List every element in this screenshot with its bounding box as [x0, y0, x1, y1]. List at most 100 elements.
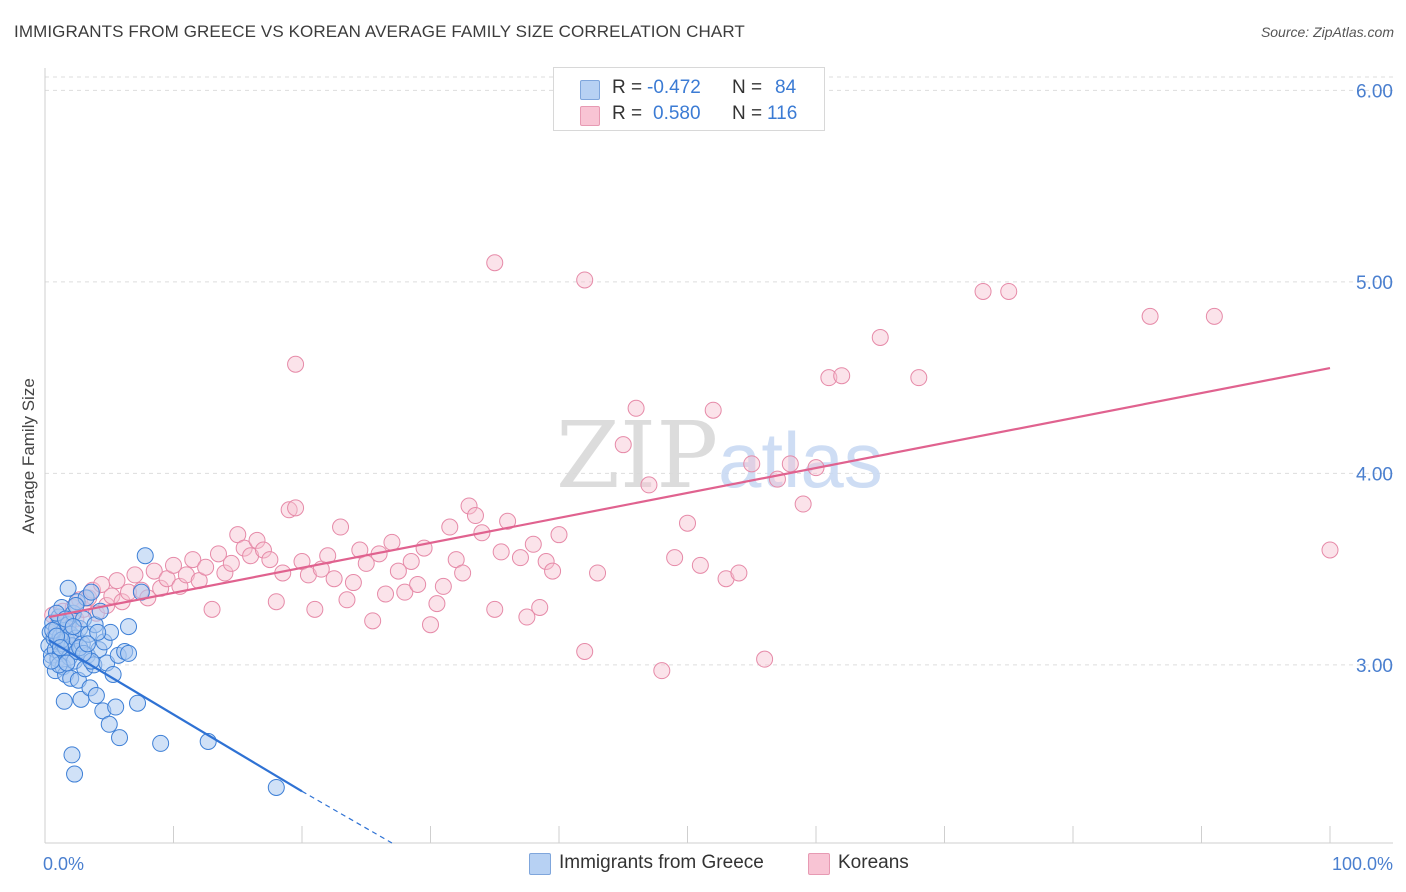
x-tick-label: 0.0% — [43, 854, 84, 874]
axes — [44, 68, 1393, 844]
korean-point — [254, 541, 272, 559]
korean-point — [383, 533, 401, 551]
korean-point — [434, 577, 452, 595]
korean-point — [833, 367, 851, 385]
korean-point — [910, 369, 928, 387]
greece-point — [87, 687, 105, 705]
greece-point — [100, 715, 118, 733]
korean-point — [460, 497, 478, 515]
korean-point — [794, 495, 812, 513]
greece-point — [64, 618, 82, 636]
legend-n-value: 116 — [767, 103, 798, 124]
korean-point — [338, 591, 356, 609]
korean-point — [396, 583, 414, 601]
korean-point — [184, 551, 202, 569]
korean-point — [248, 531, 266, 549]
greece-points — [40, 547, 285, 796]
korean-point — [1000, 282, 1018, 300]
korean-point — [466, 507, 484, 525]
legend-n-value: 84 — [775, 77, 797, 98]
korean-point — [377, 585, 395, 603]
legend-label-koreans: Koreans — [838, 852, 909, 873]
x-tick-label: 100.0% — [1332, 854, 1393, 874]
korean-point — [486, 600, 504, 618]
korean-point — [544, 562, 562, 580]
korean-point — [145, 562, 163, 580]
korean-point — [691, 556, 709, 574]
korean-point — [730, 564, 748, 582]
korean-point — [441, 518, 459, 536]
korean-point — [576, 271, 594, 289]
greece-point — [42, 652, 60, 670]
korean-point — [428, 595, 446, 613]
y-axis-label: Average Family Size — [19, 378, 38, 534]
greece-point — [59, 579, 77, 597]
korean-point — [486, 254, 504, 272]
korean-point — [364, 612, 382, 630]
greece-point — [129, 694, 147, 712]
korean-point — [209, 545, 227, 563]
greece-point — [78, 635, 96, 653]
korean-point — [679, 514, 696, 532]
korean-point — [511, 549, 529, 567]
korean-point — [267, 593, 285, 611]
korean-point — [518, 608, 536, 626]
korean-point — [325, 570, 343, 588]
korean-point — [666, 549, 684, 567]
korean-point — [640, 476, 658, 494]
korean-point — [531, 598, 549, 616]
legend-n-label: N = — [732, 77, 763, 98]
korean-point — [216, 564, 234, 582]
legend-r-value: -0.472 — [647, 77, 701, 98]
korean-point — [108, 572, 126, 590]
korean-point — [537, 552, 555, 570]
greece-point — [111, 729, 129, 747]
y-tick-label: 6.00 — [1356, 81, 1393, 102]
stats-legend: R = -0.472 N = 84 R = 0.580 N = 116 — [553, 67, 825, 131]
greece-point — [89, 623, 107, 641]
koreans-trend-line — [48, 367, 1331, 619]
greece-trend-line — [48, 639, 303, 793]
x-tick-labels: 0.0% 100.0% — [43, 854, 1393, 874]
korean-point — [871, 328, 889, 346]
korean-point — [627, 399, 645, 417]
korean-point — [280, 501, 298, 519]
chart-title: IMMIGRANTS FROM GREECE VS KOREAN AVERAGE… — [14, 22, 745, 41]
greece-point — [63, 746, 81, 764]
legend-label-greece: Immigrants from Greece — [559, 852, 764, 873]
korean-point — [197, 558, 215, 576]
korean-point — [974, 282, 992, 300]
korean-point — [756, 650, 774, 668]
korean-point — [126, 566, 144, 584]
korean-point — [389, 562, 407, 580]
y-tick-labels: 3.00 4.00 5.00 6.00 — [1356, 81, 1393, 677]
legend-swatch-greece — [580, 80, 600, 100]
greece-point — [120, 618, 138, 636]
korean-point — [165, 556, 182, 574]
korean-point — [704, 401, 722, 419]
korean-point — [653, 662, 671, 680]
legend-swatch-greece — [529, 853, 551, 875]
korean-point — [614, 436, 632, 454]
korean-point — [589, 564, 607, 582]
korean-point — [1205, 307, 1223, 325]
korean-point — [743, 455, 761, 473]
greece-point — [120, 644, 138, 662]
legend-swatch-koreans — [808, 853, 830, 875]
legend-swatch-koreans — [580, 106, 600, 126]
korean-point — [409, 575, 427, 593]
korean-point — [402, 552, 420, 570]
koreans-points — [44, 254, 1339, 680]
watermark: ZIP atlas — [556, 402, 883, 509]
korean-point — [454, 564, 472, 582]
source-label: Source: ZipAtlas.com — [1260, 24, 1394, 40]
greece-point — [136, 547, 154, 565]
korean-point — [261, 551, 279, 569]
greece-point — [58, 654, 76, 672]
greece-point — [66, 765, 84, 783]
greece-point — [107, 698, 125, 716]
legend-r-label: R = — [612, 77, 643, 98]
legend-r-value: 0.580 — [653, 103, 701, 124]
korean-point — [287, 355, 305, 373]
korean-point — [422, 616, 439, 634]
